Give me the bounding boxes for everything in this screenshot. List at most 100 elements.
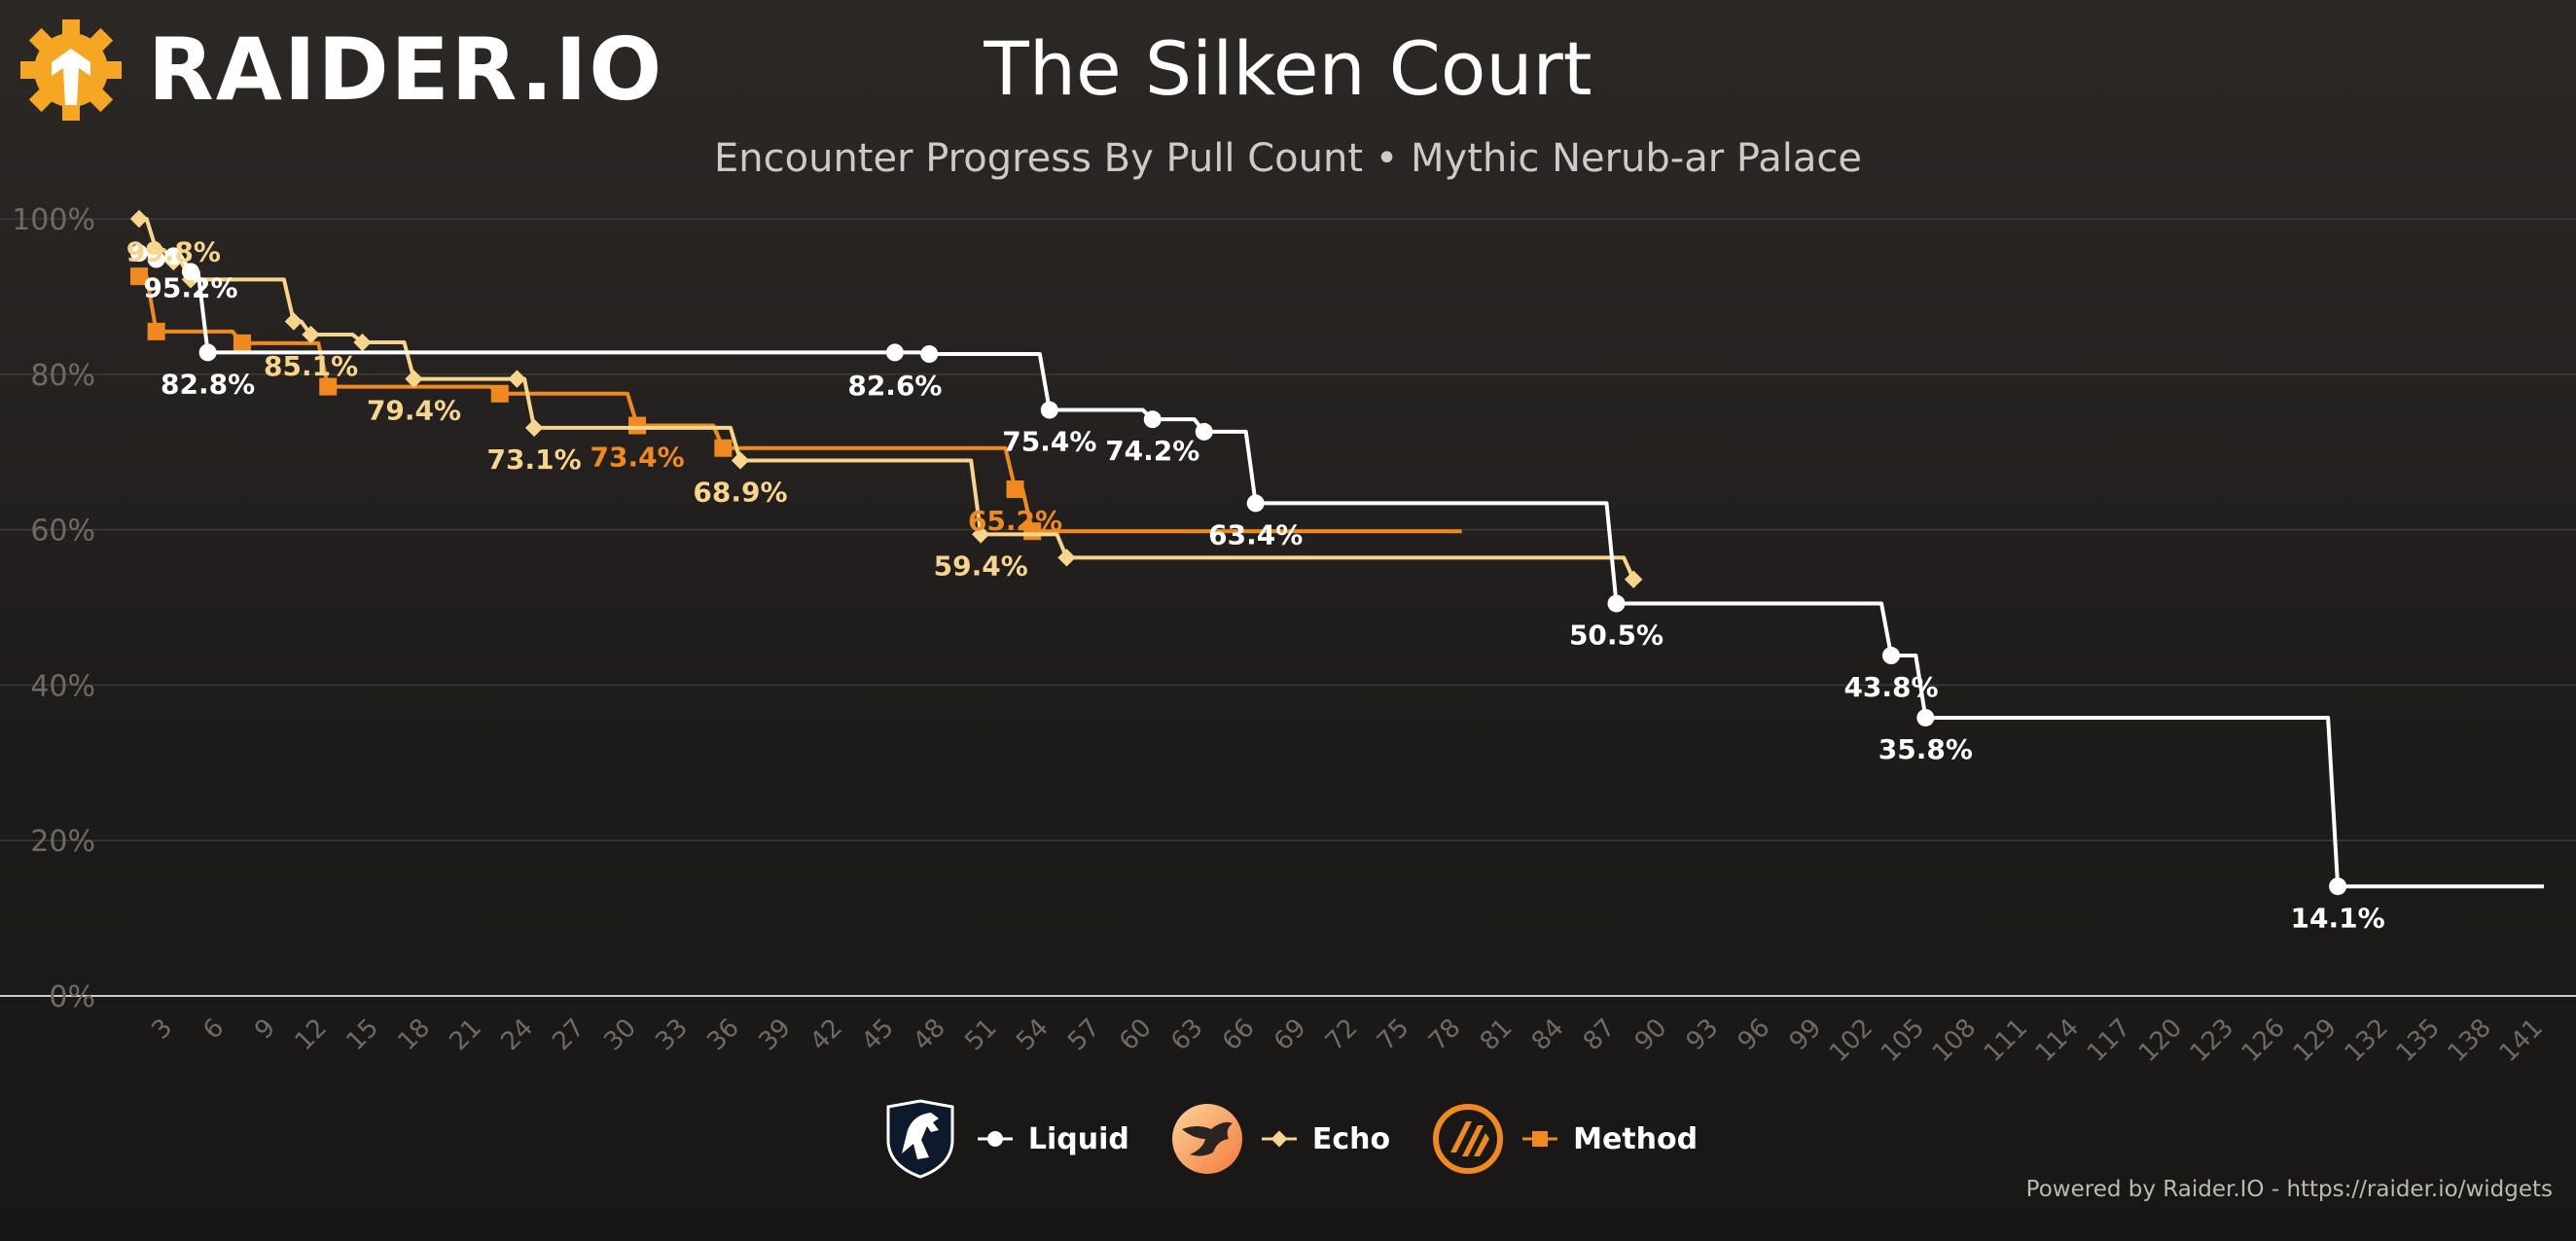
x-tick-label: 57: [1062, 1013, 1106, 1057]
data-label-liquid: 95.2%: [143, 271, 237, 303]
data-point-echo: [508, 370, 526, 388]
legend-label-liquid: Liquid: [1027, 1121, 1129, 1156]
legend-marker-echo: [1261, 1130, 1297, 1148]
x-tick-label: 135: [2391, 1013, 2446, 1068]
data-point-echo: [1057, 549, 1076, 567]
x-tick-label: 72: [1320, 1013, 1364, 1057]
legend-label-method: Method: [1573, 1121, 1699, 1156]
x-tick-label: 69: [1269, 1013, 1312, 1057]
data-point-echo: [284, 312, 304, 331]
data-point-liquid: [181, 263, 199, 281]
y-tick-label: 60%: [30, 514, 95, 549]
x-tick-label: 129: [2288, 1013, 2343, 1068]
data-point-echo: [405, 370, 423, 388]
x-tick-label: 105: [1876, 1013, 1930, 1068]
x-tick-label: 81: [1475, 1013, 1519, 1057]
x-tick-label: 78: [1423, 1013, 1467, 1057]
x-tick-label: 84: [1526, 1013, 1570, 1057]
data-label-liquid: 43.8%: [1843, 671, 1938, 703]
data-point-liquid: [147, 250, 165, 268]
y-tick-label: 80%: [30, 359, 95, 393]
data-label-method: 73.4%: [590, 442, 684, 474]
data-label-echo: 79.4%: [367, 395, 461, 427]
x-tick-label: 42: [805, 1013, 848, 1057]
x-tick-label: 111: [1979, 1013, 2033, 1068]
data-label-liquid: 50.5%: [1569, 620, 1664, 652]
chart-subtitle: Encounter Progress By Pull Count • Mythi…: [714, 136, 1862, 181]
data-point-liquid: [920, 345, 939, 364]
x-tick-label: 132: [2340, 1013, 2394, 1068]
legend-item-liquid[interactable]: Liquid: [878, 1097, 1129, 1181]
data-point-liquid: [1040, 401, 1058, 419]
data-point-liquid: [1195, 422, 1213, 441]
legend-item-method[interactable]: Method: [1429, 1100, 1698, 1178]
x-tick-label: 39: [753, 1013, 797, 1057]
data-point-method: [233, 334, 251, 352]
x-tick-label: 114: [2030, 1013, 2085, 1068]
data-label-method: 65.2%: [968, 505, 1062, 537]
x-tick-label: 51: [959, 1013, 1003, 1057]
method-logo-icon: [1433, 1104, 1504, 1174]
data-label-liquid: 74.2%: [1105, 435, 1199, 467]
x-tick-label: 87: [1578, 1013, 1622, 1057]
logo-wordmark: RAIDER.IO: [148, 19, 664, 120]
data-point-echo: [353, 333, 372, 352]
x-tick-label: 120: [2133, 1013, 2188, 1068]
data-label-echo: 85.1%: [264, 350, 358, 382]
legend-item-echo[interactable]: Echo: [1168, 1100, 1390, 1178]
data-point-method: [1006, 480, 1024, 499]
data-point-method: [490, 384, 509, 403]
y-tick-label: 20%: [30, 825, 95, 859]
y-tick-label: 0%: [49, 980, 95, 1014]
data-label-liquid: 82.6%: [847, 370, 942, 402]
x-tick-label: 126: [2236, 1013, 2291, 1068]
data-label-echo: 59.4%: [934, 550, 1028, 582]
x-tick-label: 66: [1217, 1013, 1261, 1057]
x-tick-label: 108: [1927, 1013, 1982, 1068]
data-point-liquid: [885, 343, 904, 362]
data-label-liquid: 63.4%: [1208, 518, 1303, 550]
series-line-liquid: [139, 251, 2544, 889]
data-label-echo: 73.1%: [487, 443, 582, 476]
data-point-echo: [972, 525, 990, 544]
x-tick-label: 27: [547, 1013, 590, 1057]
data-point-liquid: [1143, 410, 1162, 429]
liquid-horse-icon: [886, 1099, 954, 1179]
data-point-liquid: [1882, 647, 1901, 665]
data-label-echo: 99.8%: [126, 236, 221, 268]
x-tick-label: 90: [1629, 1013, 1673, 1057]
data-point-echo: [302, 325, 320, 344]
x-tick-label: 45: [856, 1013, 900, 1057]
data-point-liquid: [130, 244, 148, 263]
x-tick-label: 123: [2185, 1013, 2239, 1068]
series-line-method: [139, 274, 1462, 534]
data-point-method: [319, 377, 338, 396]
data-point-liquid: [2329, 877, 2347, 896]
legend-marker-method: [1522, 1131, 1558, 1147]
x-tick-label: 30: [598, 1013, 642, 1057]
x-tick-label: 102: [1824, 1013, 1878, 1068]
legend-marker-liquid: [977, 1131, 1013, 1147]
x-tick-label: 63: [1165, 1013, 1209, 1057]
data-point-liquid: [1916, 708, 1935, 727]
data-point-echo: [1624, 570, 1643, 588]
x-tick-label: 3: [146, 1013, 178, 1046]
data-point-echo: [129, 209, 149, 229]
x-tick-label: 48: [908, 1013, 951, 1057]
x-tick-label: 96: [1733, 1013, 1776, 1057]
data-point-method: [628, 416, 647, 435]
data-point-liquid: [164, 247, 183, 266]
data-point-liquid: [198, 343, 217, 362]
legend-label-echo: Echo: [1311, 1121, 1391, 1156]
x-tick-label: 9: [249, 1013, 281, 1046]
x-tick-label: 36: [701, 1013, 745, 1057]
data-point-method: [714, 439, 733, 457]
y-tick-label: 40%: [30, 669, 95, 703]
x-tick-label: 93: [1681, 1013, 1725, 1057]
x-tick-label: 60: [1114, 1013, 1158, 1057]
data-point-method: [147, 322, 165, 340]
data-point-echo: [524, 418, 544, 438]
y-tick-label: 100%: [12, 203, 95, 237]
x-tick-label: 6: [197, 1013, 230, 1046]
